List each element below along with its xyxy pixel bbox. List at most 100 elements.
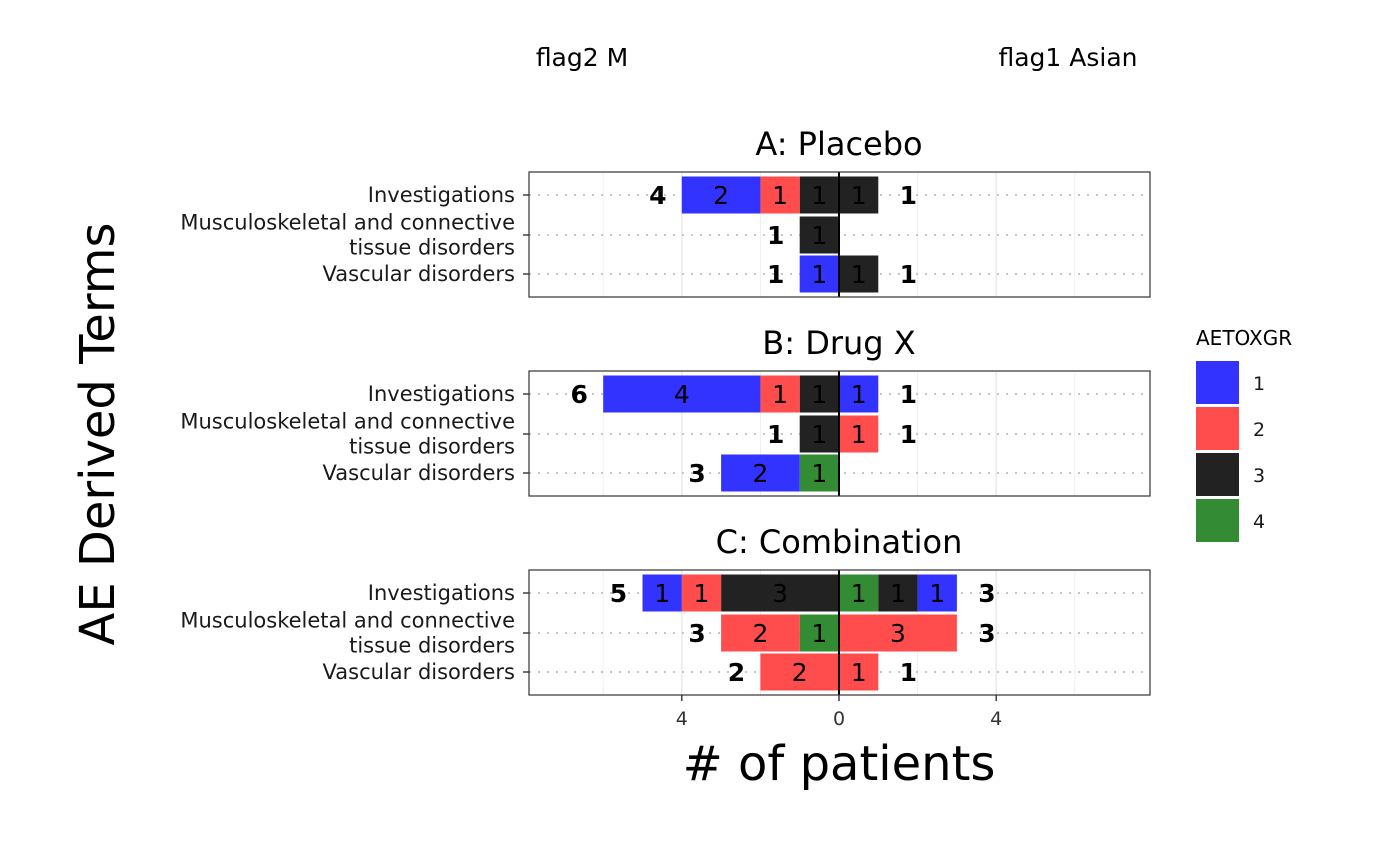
segment-label: 1 — [851, 579, 867, 608]
bar-segment — [721, 574, 839, 612]
segment-label: 1 — [811, 619, 827, 648]
bar-segment — [839, 415, 879, 453]
x-axis: 4 0 4 — [676, 695, 1002, 730]
facet-title: C: Combination — [716, 523, 963, 561]
total-label: 3 — [688, 459, 705, 488]
left-group-label: flag2 M — [536, 43, 628, 72]
total-label: 1 — [767, 260, 784, 289]
total-label: 1 — [900, 380, 917, 409]
total-label: 1 — [767, 420, 784, 449]
category-label: Vascular disorders — [323, 660, 515, 684]
total-label: 2 — [728, 658, 745, 687]
bar-segment — [799, 375, 839, 413]
bar-segment — [839, 176, 879, 214]
segment-label: 1 — [929, 579, 945, 608]
facet-panel: A: Placebo Investigations Musculoskeletal … — [180, 125, 1151, 298]
bar-segment — [681, 574, 722, 612]
segment-label: 1 — [851, 260, 867, 289]
category-label: Investigations — [368, 382, 515, 406]
bar-segment — [799, 176, 839, 214]
bar-segment — [721, 614, 800, 652]
category-label: Musculoskeletal and connective — [180, 211, 515, 235]
segment-label: 2 — [792, 658, 808, 687]
facet-title: A: Placebo — [755, 125, 922, 163]
segment-label: 2 — [752, 619, 768, 648]
total-label: 3 — [978, 619, 995, 648]
legend-label: 3 — [1253, 465, 1265, 487]
category-label: tissue disorders — [349, 435, 515, 459]
bar-segment — [681, 176, 761, 214]
x-axis-title: # of patients — [683, 736, 996, 792]
legend-label: 1 — [1253, 373, 1265, 395]
bar-segment — [760, 176, 800, 214]
bar-segment — [839, 653, 879, 691]
total-label: 1 — [900, 260, 917, 289]
total-label: 1 — [767, 221, 784, 250]
segment-label: 1 — [811, 420, 827, 449]
segment-label: 1 — [890, 579, 906, 608]
segment-label: 1 — [811, 181, 827, 210]
bar-segment — [878, 574, 918, 612]
segment-label: 1 — [851, 380, 867, 409]
bar-segment — [799, 454, 839, 492]
category-label: Vascular disorders — [323, 262, 515, 286]
segment-label: 1 — [851, 420, 867, 449]
segment-label: 1 — [693, 579, 709, 608]
facet-panel: C: Combination Investigations Musculoskele… — [180, 523, 1151, 696]
segment-label: 1 — [772, 181, 788, 210]
y-axis-title: AE Derived Terms — [70, 223, 126, 646]
bar-segment — [799, 614, 839, 652]
segment-label: 1 — [811, 380, 827, 409]
bar-segment — [839, 375, 879, 413]
total-label: 1 — [900, 181, 917, 210]
category-label: tissue disorders — [349, 236, 515, 260]
total-label: 1 — [900, 420, 917, 449]
facet-panel: B: Drug X Investigations Musculoskeletal a… — [180, 324, 1151, 497]
segment-label: 1 — [851, 181, 867, 210]
panel-border — [528, 171, 1151, 298]
right-group-label: flag1 Asian — [998, 43, 1137, 72]
total-label: 1 — [900, 658, 917, 687]
category-label: Musculoskeletal and connective — [180, 410, 515, 434]
segment-label: 1 — [772, 380, 788, 409]
bar-segment — [839, 614, 957, 652]
x-tick-label: 4 — [990, 708, 1002, 730]
segment-label: 2 — [713, 181, 729, 210]
legend-label: 2 — [1253, 419, 1265, 441]
segment-label: 3 — [772, 579, 788, 608]
bar-segment — [760, 653, 839, 691]
bar-segment — [799, 415, 839, 453]
bar-segment — [760, 375, 800, 413]
total-label: 4 — [649, 181, 666, 210]
bar-segment — [721, 454, 800, 492]
segment-label: 3 — [890, 619, 906, 648]
x-tick-label: 0 — [833, 708, 845, 730]
bar-segment — [799, 255, 839, 293]
total-label: 3 — [978, 579, 995, 608]
segment-label: 1 — [654, 579, 670, 608]
segment-label: 1 — [811, 221, 827, 250]
legend-title: AETOXGR — [1196, 326, 1292, 350]
segment-label: 4 — [674, 380, 690, 409]
bar-segment — [917, 574, 957, 612]
legend: AETOXGR 1 2 3 4 — [1196, 326, 1292, 542]
category-label: tissue disorders — [349, 634, 515, 658]
total-label: 5 — [610, 579, 627, 608]
legend-key — [1196, 361, 1239, 404]
segment-label: 1 — [811, 260, 827, 289]
legend-key — [1196, 499, 1239, 542]
bar-segment — [839, 574, 879, 612]
bar-segment — [642, 574, 682, 612]
legend-key — [1196, 407, 1239, 450]
bar-segment — [799, 216, 839, 254]
category-label: Vascular disorders — [323, 461, 515, 485]
facet-panels: A: Placebo Investigations Musculoskeletal … — [180, 125, 1151, 696]
category-label: Investigations — [368, 581, 515, 605]
bar-segment — [603, 375, 761, 413]
segment-label: 2 — [752, 459, 768, 488]
legend-label: 4 — [1253, 511, 1265, 533]
total-label: 3 — [688, 619, 705, 648]
category-label: Investigations — [368, 183, 515, 207]
x-tick-label: 4 — [676, 708, 688, 730]
